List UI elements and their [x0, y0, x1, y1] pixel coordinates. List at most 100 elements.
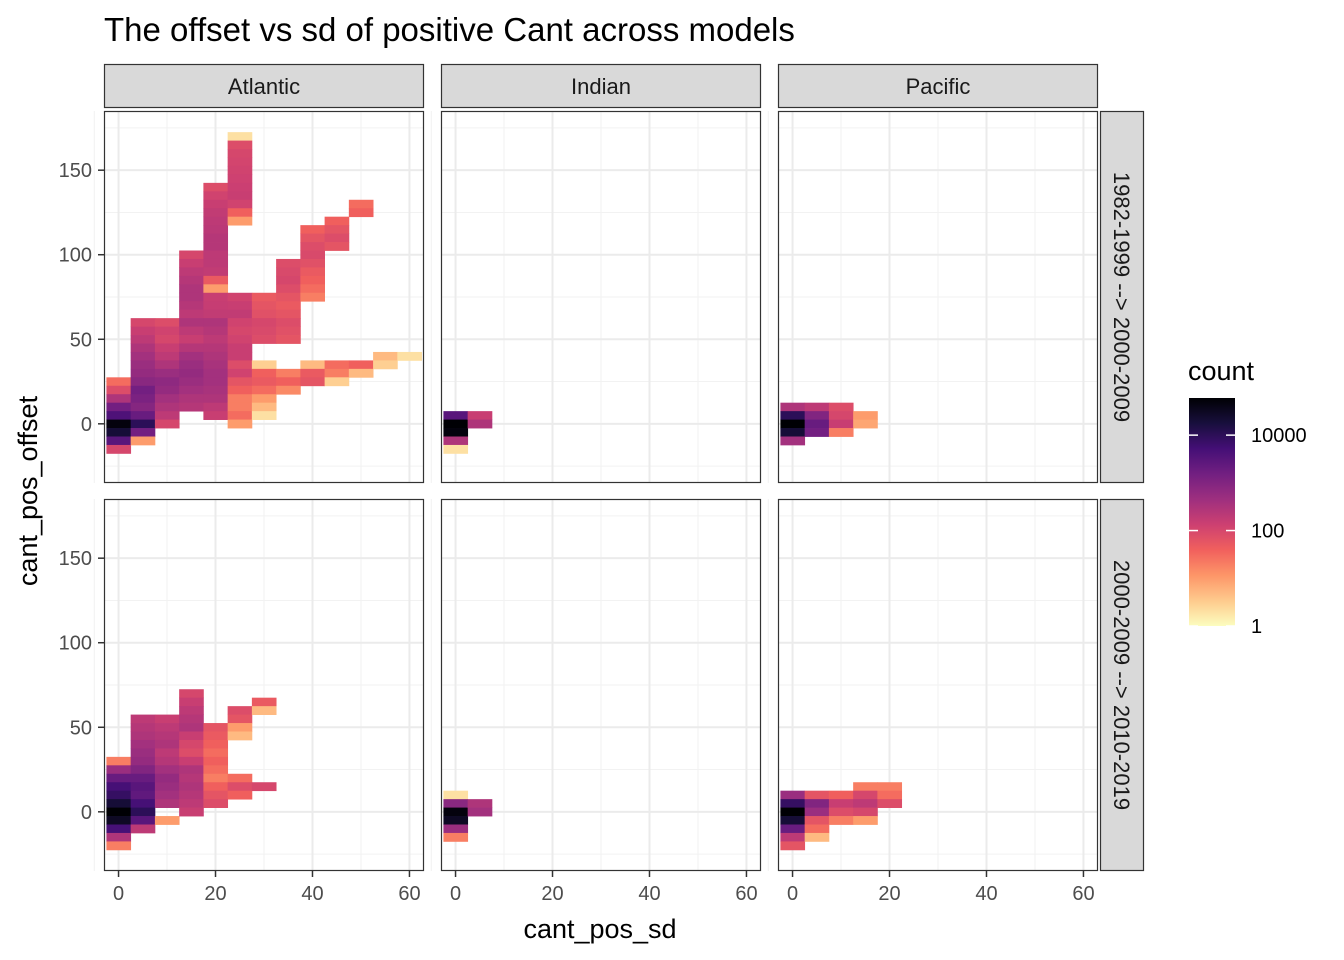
heat-cell	[324, 242, 350, 251]
heat-cell	[179, 275, 204, 285]
x-tick-label: 20	[541, 883, 563, 905]
heat-cell	[227, 343, 253, 353]
y-tick-label: 150	[59, 548, 92, 570]
heat-cell	[877, 799, 903, 808]
heat-cell	[203, 250, 229, 260]
heat-cell	[251, 326, 277, 336]
heat-cell	[203, 199, 229, 209]
heat-cell	[853, 790, 878, 800]
heat-cell	[276, 377, 301, 387]
heat-cell	[853, 411, 878, 420]
heat-cell	[130, 748, 156, 758]
heat-cell	[227, 731, 253, 741]
heat-cell	[804, 824, 830, 834]
heat-cell	[130, 782, 156, 792]
heat-cell	[130, 360, 156, 370]
heat-cell	[300, 292, 325, 302]
heat-cell	[106, 782, 132, 792]
heat-cell	[154, 419, 180, 429]
heat-cell	[467, 419, 493, 429]
heat-cell	[179, 360, 204, 370]
heat-cell	[106, 807, 132, 817]
heat-cell	[179, 739, 204, 749]
heat-cell	[179, 748, 204, 758]
heat-cell	[154, 756, 180, 766]
heat-cell	[276, 301, 301, 311]
heat-cell	[467, 411, 493, 420]
heat-cell	[251, 402, 277, 412]
heat-cell	[780, 824, 806, 834]
heat-cell	[227, 402, 253, 412]
heat-cell	[106, 773, 132, 783]
heat-cell	[154, 739, 180, 749]
heat-cell	[203, 225, 229, 234]
heat-cell	[804, 799, 830, 808]
heat-cell	[251, 706, 277, 715]
heat-cell	[106, 756, 132, 766]
heat-cell	[227, 165, 253, 175]
heat-cell	[804, 832, 830, 842]
y-tick-label: 0	[81, 414, 92, 436]
heat-cell	[130, 385, 156, 395]
heat-cell	[203, 292, 229, 302]
strip-atlantic: Atlantic	[103, 63, 425, 109]
heat-cell	[154, 394, 180, 404]
heat-cell	[130, 816, 156, 825]
heat-cell	[179, 292, 204, 302]
heat-cell	[130, 402, 156, 412]
heat-cell	[443, 411, 469, 420]
heat-cell	[130, 723, 156, 732]
heat-cell	[130, 773, 156, 783]
heat-cell	[227, 174, 253, 184]
heat-cell	[227, 723, 253, 732]
heat-cell	[300, 233, 325, 243]
strip-background	[1099, 110, 1145, 484]
heat-cell	[203, 335, 229, 344]
heat-cell	[251, 697, 277, 707]
heat-cell	[780, 402, 806, 412]
heat-cell	[227, 419, 253, 429]
panels-layer	[93, 110, 1099, 872]
chart-title: The offset vs sd of positive Cant across…	[104, 11, 795, 48]
heat-cell	[227, 377, 253, 387]
heat-cell	[106, 824, 132, 834]
heat-cell	[251, 309, 277, 319]
strip-label: Atlantic	[228, 74, 300, 99]
heat-cell	[106, 765, 132, 775]
legend-tick-label: 1	[1251, 616, 1262, 638]
heat-cell	[227, 216, 253, 226]
heat-cell	[130, 326, 156, 336]
heat-cell	[154, 723, 180, 732]
heat-cell	[227, 301, 253, 311]
heat-cell	[179, 697, 204, 707]
heat-cell	[179, 799, 204, 808]
strip-label: 2000-2009 --> 2010-2019	[1109, 560, 1134, 810]
x-axis-title: cant_pos_sd	[523, 914, 676, 944]
heat-cell	[276, 267, 301, 277]
heat-cell	[203, 318, 229, 327]
heat-cell	[130, 714, 156, 724]
panel-border	[440, 110, 762, 484]
heat-cell	[106, 832, 132, 842]
heat-cell	[780, 419, 806, 429]
heat-cell	[203, 782, 229, 792]
heat-cell	[227, 199, 253, 209]
heat-cell	[130, 394, 156, 404]
heat-cell	[154, 385, 180, 395]
heat-cell	[203, 242, 229, 251]
heat-cell	[203, 748, 229, 758]
heat-cell	[179, 790, 204, 800]
heat-cell	[251, 377, 277, 387]
heat-cell	[154, 351, 180, 361]
heat-cell	[467, 807, 493, 817]
heat-cell	[203, 233, 229, 243]
colour-legend: count 1 100 10000	[1188, 356, 1307, 638]
heat-cell	[154, 335, 180, 344]
heat-cell	[130, 824, 156, 834]
heat-cell	[324, 216, 350, 226]
x-tick-label: 60	[1072, 883, 1094, 905]
x-tick-label: 0	[113, 883, 124, 905]
heat-cell	[780, 411, 806, 420]
heat-cell	[106, 436, 132, 446]
